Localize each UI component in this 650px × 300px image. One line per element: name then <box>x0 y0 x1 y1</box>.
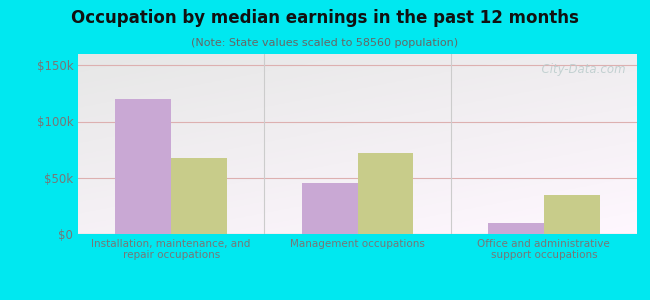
Text: Occupation by median earnings in the past 12 months: Occupation by median earnings in the pas… <box>71 9 579 27</box>
Bar <box>358 153 413 234</box>
Bar <box>488 223 544 234</box>
Bar <box>115 99 171 234</box>
Bar <box>302 183 358 234</box>
Bar <box>544 195 600 234</box>
Text: (Note: State values scaled to 58560 population): (Note: State values scaled to 58560 popu… <box>192 38 458 47</box>
Bar <box>171 158 227 234</box>
Text: City-Data.com: City-Data.com <box>534 63 626 76</box>
